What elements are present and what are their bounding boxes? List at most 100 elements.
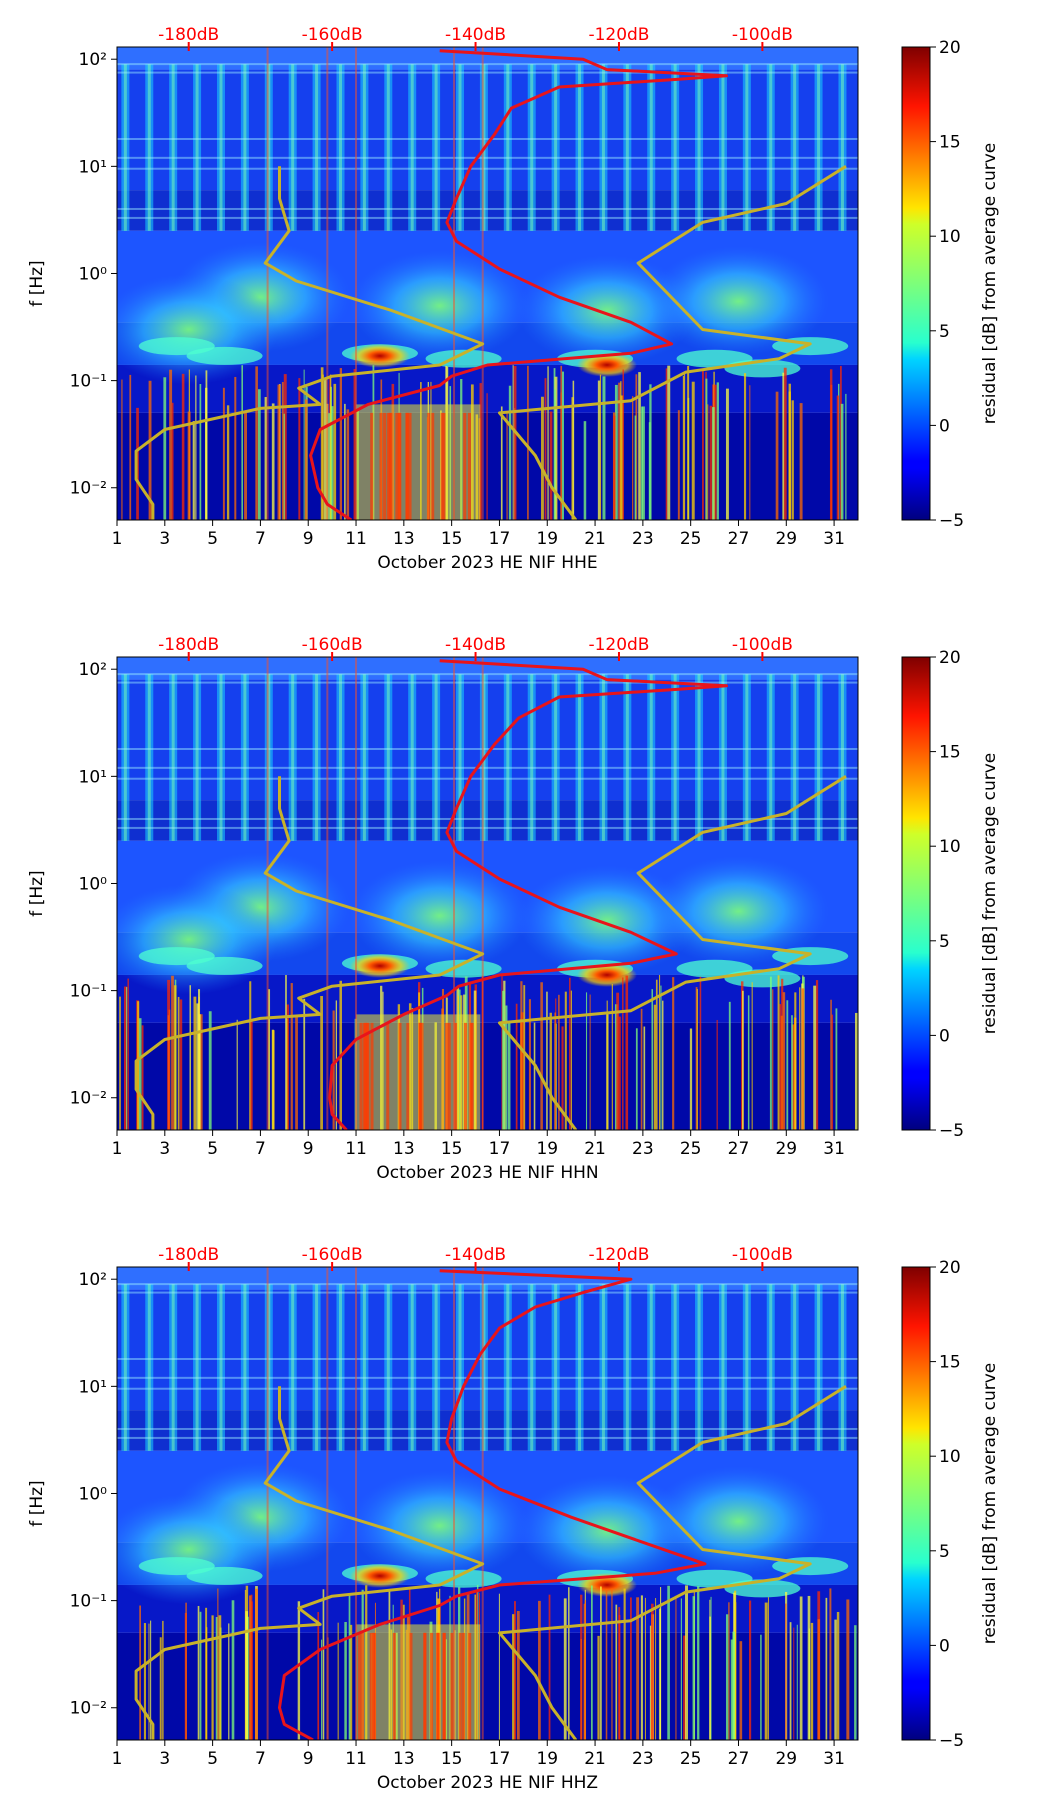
hot-column-line — [398, 1022, 402, 1130]
hot-column-line — [442, 412, 446, 520]
lf-spike — [687, 365, 690, 520]
lf-spike — [498, 1593, 500, 1740]
lf-spike — [644, 1597, 646, 1740]
y-axis-label: f [Hz] — [27, 1480, 47, 1526]
lf-spike — [349, 1624, 353, 1740]
day-stripe-core — [195, 1284, 199, 1451]
lf-spike — [831, 1014, 834, 1130]
day-stripe-core — [482, 1284, 486, 1451]
lf-spike — [825, 1597, 828, 1740]
y-tick-label: 10⁰ — [79, 264, 108, 284]
lf-spike — [655, 1598, 657, 1740]
hot-column-line — [467, 412, 471, 520]
lf-spike — [546, 991, 548, 1130]
lf-spike — [583, 421, 587, 520]
day-stripe-core — [315, 1284, 319, 1451]
lf-spike — [218, 1615, 222, 1740]
day-stripe-core — [315, 674, 319, 841]
day-stripe-core — [601, 1284, 605, 1451]
lf-spike — [653, 1004, 657, 1130]
x-tick-label: 21 — [584, 529, 606, 549]
lf-spike — [268, 989, 271, 1130]
day-stripe-core — [291, 1284, 295, 1451]
lf-spike — [211, 1615, 214, 1740]
lf-spike — [667, 1585, 670, 1740]
day-stripe-core — [219, 64, 223, 231]
microseism-blob — [117, 274, 279, 385]
microseism-blob — [349, 1470, 530, 1581]
lf-spike — [569, 977, 571, 1130]
day-stripe-core — [625, 1284, 629, 1451]
top-db-label: -100dB — [732, 635, 793, 655]
lf-spike — [749, 385, 751, 520]
hot-column — [356, 1014, 481, 1130]
day-stripe-core — [171, 674, 175, 841]
hot-column-line — [423, 1632, 427, 1740]
hot-column-line — [463, 412, 467, 520]
x-tick-label: 19 — [536, 1139, 558, 1159]
lf-spike — [234, 376, 237, 520]
lf-spike — [662, 1000, 664, 1130]
top-db-label: -140dB — [445, 25, 506, 45]
colorbar-gradient — [901, 1266, 931, 1741]
colorbar: 20 15 10 5 0 −5 residual [dB] from average cur… — [901, 1258, 1000, 1751]
day-stripe-core — [530, 64, 534, 231]
microseism-blob — [117, 1494, 279, 1605]
day-stripe-core — [458, 674, 462, 841]
day-stripe-core — [267, 674, 271, 841]
day-stripe-core — [219, 1284, 223, 1451]
lf-spike — [344, 403, 346, 520]
lf-spike — [198, 989, 201, 1130]
lf-spike — [199, 1014, 203, 1130]
lf-spike — [611, 1588, 613, 1740]
lf-spike — [658, 1608, 662, 1740]
x-tick-label: 9 — [303, 1139, 314, 1159]
lf-spike — [655, 979, 658, 1130]
spectral-line — [117, 766, 858, 769]
lf-spike — [514, 1601, 516, 1740]
hot-column-line — [442, 1632, 446, 1740]
lf-spike — [255, 366, 258, 520]
lf-spike — [241, 365, 243, 520]
lf-spike — [651, 1603, 654, 1740]
microseism-blob — [349, 860, 530, 971]
lf-spike — [585, 992, 588, 1130]
spectral-line — [117, 216, 858, 219]
hot-column-line — [406, 1022, 410, 1130]
lf-spike — [830, 999, 832, 1130]
colorbar-tick-label: −5 — [939, 1121, 964, 1141]
lf-spike — [730, 1639, 734, 1740]
x-tick-label: 19 — [536, 1749, 558, 1769]
lf-spike — [554, 389, 556, 520]
transient-line — [453, 1267, 456, 1740]
day-stripe-core — [601, 674, 605, 841]
lf-spike — [751, 982, 753, 1130]
day-stripe-core — [506, 1284, 510, 1451]
lf-spike — [297, 1601, 301, 1740]
y-tick-label: 10⁻¹ — [70, 1592, 107, 1612]
spectral-line — [117, 1387, 858, 1390]
lf-spike — [181, 373, 185, 520]
lf-spike — [570, 990, 572, 1130]
x-tick-label: 5 — [207, 529, 218, 549]
lf-spike — [283, 374, 287, 520]
day-stripe-core — [243, 64, 247, 231]
lf-spike — [658, 974, 661, 1130]
day-stripe-core — [578, 1284, 582, 1451]
top-db-label: -120dB — [588, 1245, 649, 1265]
lf-spike — [829, 1588, 832, 1740]
top-db-label: -120dB — [588, 635, 649, 655]
lf-spike — [793, 1627, 795, 1740]
lf-spike — [563, 1598, 567, 1740]
lf-spike — [215, 1617, 218, 1740]
day-stripe-core — [171, 64, 175, 231]
day-stripe-core — [554, 674, 558, 841]
lf-spike — [643, 1026, 646, 1130]
lf-spike — [600, 1586, 602, 1740]
y-tick-label: 10⁻² — [70, 1699, 107, 1719]
x-tick-label: 21 — [584, 1139, 606, 1159]
day-stripe-core — [625, 674, 629, 841]
x-tick-label: 1 — [112, 1139, 123, 1159]
hot-column-line — [360, 1632, 364, 1740]
lf-spike — [840, 403, 844, 520]
